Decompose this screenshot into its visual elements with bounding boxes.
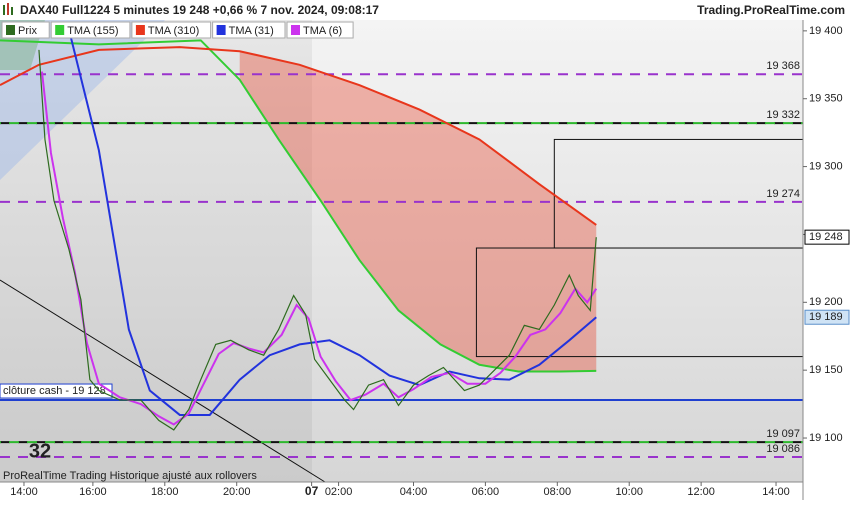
legend-item [50,21,131,39]
legend-label: Prix [18,25,37,37]
y-tick-label: 19 100 [809,432,843,444]
x-tick-label: 12:00 [687,486,715,498]
cash-close-label: clôture cash - 19 128 [3,385,106,397]
series-line [0,46,597,226]
logo [3,5,5,15]
price-tag [804,229,850,245]
session-shade [0,20,312,482]
level-label: 19 086 [766,443,800,455]
x-tick-label: 20:00 [223,486,251,498]
source: Trading.ProRealTime.com [697,3,845,17]
channel-shade [0,20,165,180]
y-tick-label: 19 350 [809,93,843,105]
plot-background [0,20,803,482]
x-tick-label: 10:00 [615,486,643,498]
price-tag-label: 19 248 [809,231,843,243]
legend-label: TMA (6) [303,25,342,37]
x-tick-label: 04:00 [400,486,428,498]
legend-label: TMA (310) [148,25,199,37]
y-tick-label: 19 200 [809,296,843,308]
series-line [40,71,598,426]
header-bar [0,0,850,20]
legend-swatch [135,25,145,35]
legend-item [286,21,354,39]
x-tick-label: 16:00 [79,486,107,498]
y-tick-label: 19 400 [809,25,843,37]
x-tick-label: 18:00 [151,486,179,498]
x-tick-label: 06:00 [472,486,500,498]
y-tick-label: 19 300 [809,160,843,172]
level-label: 19 332 [766,109,800,121]
price-tag [804,309,850,325]
series-line [0,39,597,373]
level-label: 19 274 [766,188,800,200]
legend-label: TMA (31) [229,25,274,37]
price-tag-label: 19 189 [809,311,843,323]
logo [7,3,9,15]
legend-item [131,21,212,39]
annotation: 32 [29,440,51,462]
band-fill [239,51,597,372]
x-tick-label: 14:00 [10,486,38,498]
x-tick-label: 08:00 [544,486,572,498]
level-label: 19 368 [766,60,800,72]
legend-swatch [291,25,300,35]
x-tick-label: 14:00 [762,486,790,498]
trend-line [0,279,326,483]
cash-close-box [0,383,113,399]
chart-title: DAX40 Full1224 5 minutes 19 248 +0,66 % … [20,3,379,17]
level-label: 19 097 [766,428,800,440]
legend-item [212,21,286,39]
legend-label: TMA (155) [67,25,118,37]
legend-swatch [6,25,15,35]
footer: ProRealTime Trading Historique ajusté au… [3,470,257,482]
series-line [38,49,597,431]
y-tick-label: 19 150 [809,364,843,376]
series-line [67,29,597,416]
logo [11,7,13,15]
legend-swatch [55,25,65,35]
legend-swatch [216,25,226,35]
x-tick-label: 02:00 [325,486,353,498]
x-tick-label: 07 [305,484,319,498]
